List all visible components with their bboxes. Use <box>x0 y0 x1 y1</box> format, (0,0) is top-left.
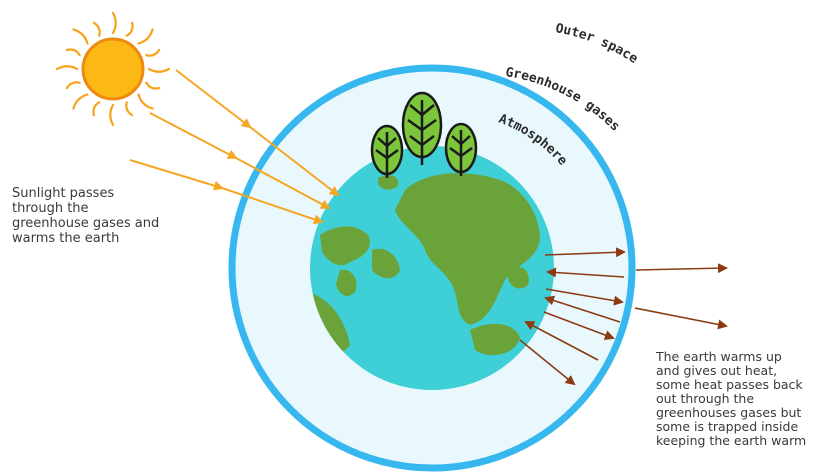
sun-ray <box>92 101 101 117</box>
sun-ray <box>137 93 154 110</box>
sun-ray <box>147 67 171 73</box>
sun-ray <box>111 11 117 35</box>
sun-ray <box>72 28 89 45</box>
sunlight-caption: Sunlight passes through the greenhouse g… <box>12 186 160 246</box>
greenhouse-gas-ring <box>228 64 636 472</box>
heat-arrow <box>524 321 599 361</box>
sun-ray <box>65 48 81 57</box>
sun-ray <box>55 65 79 71</box>
sunlight-arrow <box>175 69 252 129</box>
heat-arrow <box>519 339 576 386</box>
heat-arrows <box>519 247 728 386</box>
heat-arrow <box>544 247 626 258</box>
sunlight-arrow <box>221 187 324 225</box>
sunlight-arrow <box>235 157 331 209</box>
heat-arrow <box>545 288 624 306</box>
sun-ray <box>125 21 134 37</box>
sun-ray <box>92 21 101 37</box>
outer-space-label: Outer space <box>554 21 640 67</box>
sun-ray <box>145 48 161 57</box>
sun-ray <box>72 93 89 110</box>
sun-ray <box>137 28 154 45</box>
heat-arrow <box>543 311 615 340</box>
sun-icon <box>55 11 171 127</box>
sunlight-arrows <box>129 69 340 225</box>
trees-icon <box>370 91 478 178</box>
sunlight-arrow <box>129 159 224 191</box>
sunlight-arrow <box>149 112 238 159</box>
heat-arrow <box>635 263 728 274</box>
sun-ray <box>109 103 115 127</box>
sunlight-arrow <box>249 126 340 197</box>
sun-ray <box>145 81 161 90</box>
heat-arrow <box>546 267 625 278</box>
sun-ray <box>125 101 134 117</box>
heat-caption: The earth warms up and gives out heat, s… <box>656 350 807 448</box>
heat-arrow <box>544 295 621 323</box>
sun-ray <box>65 81 81 90</box>
heat-arrow <box>634 307 728 330</box>
